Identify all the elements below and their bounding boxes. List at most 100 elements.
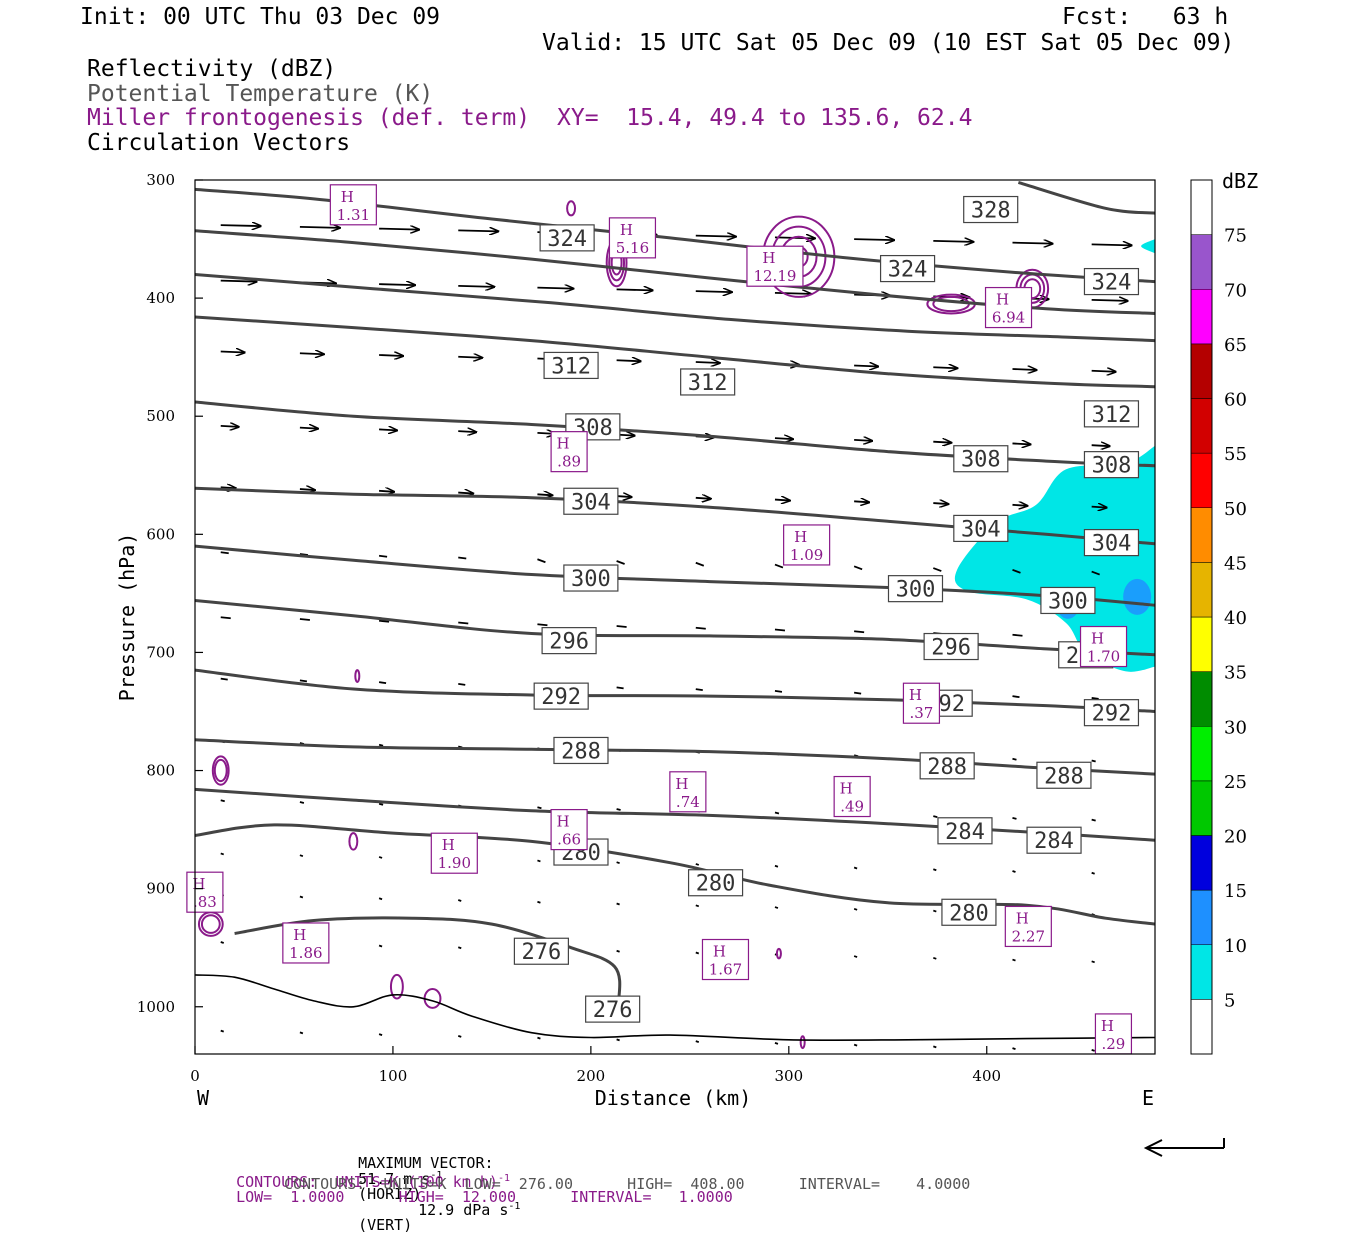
circulation-vector xyxy=(853,1043,858,1047)
theta-contour-316 xyxy=(195,273,1155,343)
fronto-max-h: H xyxy=(996,291,1009,309)
fronto-max-value: .66 xyxy=(557,831,581,849)
colorbar-level-label: 45 xyxy=(1224,553,1247,574)
colorbar-level-label: 65 xyxy=(1224,335,1247,356)
theta-label-text: 308 xyxy=(1092,454,1132,479)
circulation-vector xyxy=(299,227,340,228)
fronto-max-box xyxy=(902,682,941,724)
circulation-vector xyxy=(1091,507,1107,508)
theta-label-text: 312 xyxy=(551,354,591,379)
colorbar-segment xyxy=(1190,289,1213,345)
circulation-vector xyxy=(616,496,632,497)
fronto-max-box xyxy=(430,832,478,874)
circulation-vector xyxy=(616,289,653,290)
circulation-vector xyxy=(774,1042,779,1045)
circulation-vector xyxy=(378,681,387,685)
theta-label-292: 292 xyxy=(533,682,589,710)
circulation-vectors xyxy=(220,225,1132,1052)
fronto-max-1.90: H1.90 xyxy=(430,832,478,874)
fronto-max-h: H xyxy=(620,221,633,239)
fronto-max-h: H xyxy=(341,188,354,206)
fronto-max-h: H xyxy=(675,775,688,793)
theta-contour-324 xyxy=(195,187,1155,284)
theta-label-296: 296 xyxy=(923,632,979,661)
fronto-max-1.31: H1.31 xyxy=(329,184,377,226)
theta-label-box xyxy=(585,995,641,1023)
theta-contour-320 xyxy=(195,229,1155,315)
colorbar-segment xyxy=(1190,507,1213,563)
y-tick-label: 600 xyxy=(146,525,175,543)
x-tick-label: 300 xyxy=(774,1067,803,1085)
theta-label-box xyxy=(541,627,597,655)
fronto-max-box xyxy=(1079,625,1128,668)
colorbar-level-label: 50 xyxy=(1224,499,1247,520)
circulation-vector xyxy=(1012,369,1036,370)
circulation-vector xyxy=(854,366,878,367)
colorbar-level-label: 70 xyxy=(1224,280,1247,301)
circulation-vector xyxy=(695,498,711,499)
fronto-max-value: .29 xyxy=(1102,1035,1126,1053)
circulation-vector xyxy=(458,431,476,432)
circulation-vector xyxy=(379,229,419,230)
fronto-max-h: H xyxy=(713,943,726,961)
circulation-vector xyxy=(695,626,706,630)
fronto-max-h: H xyxy=(840,780,853,798)
theta-label-box xyxy=(919,752,975,780)
circulation-vector xyxy=(616,625,627,628)
frontogenesis-contour xyxy=(348,832,359,851)
circulation-vector xyxy=(537,494,552,495)
fronto-max-value: 1.09 xyxy=(790,546,823,564)
fronto-max-h: H xyxy=(192,875,205,893)
circulation-vector xyxy=(458,683,466,686)
frontogenesis-contour xyxy=(423,988,442,1009)
colorbar-segment xyxy=(1190,452,1213,508)
circulation-vector xyxy=(458,357,482,358)
theta-label-text: 296 xyxy=(931,636,971,661)
theta-label-328: 328 xyxy=(963,195,1019,224)
fronto-max-.66: H.66 xyxy=(550,808,588,851)
theta-contour-288 xyxy=(195,738,1155,776)
theta-contour-304 xyxy=(195,486,1155,546)
theta-label-box xyxy=(563,564,619,592)
theta-label-box xyxy=(553,736,609,765)
circulation-vector xyxy=(1091,818,1096,822)
fronto-max-value: 1.86 xyxy=(289,944,322,962)
fronto-max-12.19: H12.19 xyxy=(746,245,804,287)
circulation-vector xyxy=(220,281,257,282)
fronto-max-.83: H.83 xyxy=(186,871,224,913)
theta-label-292: 292 xyxy=(1083,699,1140,727)
fronto-max-box xyxy=(1094,1013,1133,1055)
circulation-vector xyxy=(220,799,225,803)
circulation-vector xyxy=(1091,759,1096,763)
theta-label-text: 300 xyxy=(1048,589,1088,614)
fronto-max-value: 12.19 xyxy=(753,267,796,285)
fronto-max-6.94: H6.94 xyxy=(984,286,1033,329)
fronto-max-value: 1.31 xyxy=(337,206,370,224)
circulation-vector xyxy=(1091,697,1099,700)
fronto-max-box xyxy=(984,286,1033,329)
circulation-vector xyxy=(220,677,228,681)
theta-label-300: 300 xyxy=(887,575,944,603)
theta-label-box xyxy=(539,224,595,252)
circulation-vector xyxy=(458,493,473,494)
colorbar-segment xyxy=(1190,889,1213,945)
circulation-vector xyxy=(378,619,390,623)
circulation-vector xyxy=(457,946,462,950)
fronto-max-box xyxy=(783,524,831,566)
terrain-line xyxy=(194,974,1156,1042)
circulation-vector xyxy=(1012,1047,1016,1050)
circulation-vector xyxy=(220,225,261,226)
reflectivity-5dbz-edge xyxy=(1141,239,1155,254)
circulation-vector xyxy=(299,489,315,490)
colorbar-level-label: 55 xyxy=(1224,444,1247,465)
theta-label-text: 284 xyxy=(1034,829,1074,854)
theta-label-box xyxy=(953,514,1009,543)
theta-label-288: 288 xyxy=(919,752,975,780)
theta-label-text: 312 xyxy=(688,371,728,396)
colorbar-segment xyxy=(1190,179,1213,235)
axes: 0 100 200 300 400 300 400 500 600 700 800 900 1000 xyxy=(137,171,1001,1085)
y-tick-label: 700 xyxy=(146,643,175,661)
circulation-vector xyxy=(537,859,541,863)
y-tick-label: 400 xyxy=(146,289,175,307)
